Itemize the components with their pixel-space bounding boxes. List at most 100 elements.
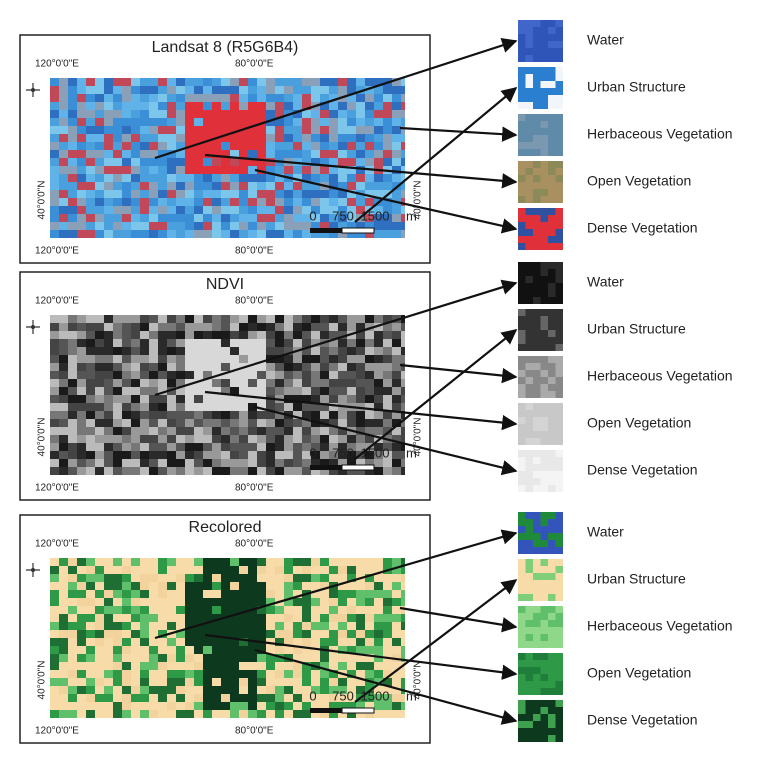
map-pixel: [149, 614, 158, 622]
map-pixel: [59, 606, 68, 614]
map-pixel: [374, 411, 383, 419]
map-pixel: [185, 694, 194, 702]
map-pixel: [329, 174, 338, 182]
map-pixel: [149, 558, 158, 566]
map-pixel: [149, 371, 158, 379]
map-pixel: [401, 614, 405, 622]
map-pixel: [68, 198, 77, 206]
thumb-pixel: [526, 580, 534, 587]
map-pixel: [86, 222, 95, 230]
map-pixel: [329, 558, 338, 566]
map-pixel: [149, 142, 158, 150]
thumb-pixel: [548, 566, 556, 573]
map-pixel: [374, 142, 383, 150]
coord-label: 120°0'0"E: [35, 246, 79, 257]
map-pixel: [176, 582, 185, 590]
thumb-pixel: [518, 519, 526, 526]
map-pixel: [104, 86, 113, 94]
map-pixel: [77, 150, 86, 158]
map-pixel: [95, 459, 104, 467]
map-pixel: [329, 622, 338, 630]
map-pixel: [149, 379, 158, 387]
map-pixel: [284, 459, 293, 467]
map-pixel: [185, 102, 194, 110]
map-pixel: [284, 622, 293, 630]
map-pixel: [59, 598, 68, 606]
map-pixel: [365, 174, 374, 182]
map-pixel: [122, 694, 131, 702]
map-pixel: [203, 443, 212, 451]
thumb-pixel: [518, 344, 526, 351]
map-pixel: [77, 467, 86, 475]
map-pixel: [212, 174, 221, 182]
map-pixel: [194, 582, 203, 590]
thumb-pixel: [556, 363, 564, 370]
map-pixel: [275, 379, 284, 387]
thumb-pixel: [548, 681, 556, 688]
thumb-pixel: [556, 189, 564, 196]
thumb-pixel: [548, 215, 556, 222]
thumb-pixel: [533, 681, 541, 688]
map-pixel: [347, 158, 356, 166]
map-pixel: [284, 94, 293, 102]
thumb-pixel: [556, 410, 564, 417]
map-pixel: [392, 174, 401, 182]
map-pixel: [221, 566, 230, 574]
map-pixel: [59, 451, 68, 459]
scale-label: 750: [332, 445, 354, 460]
legend-thumbnail: [518, 161, 563, 203]
map-pixel: [257, 694, 266, 702]
map-pixel: [293, 331, 302, 339]
map-pixel: [59, 331, 68, 339]
map-pixel: [158, 443, 167, 451]
map-pixel: [320, 142, 329, 150]
map-pixel: [356, 371, 365, 379]
map-pixel: [68, 166, 77, 174]
map-pixel: [266, 102, 275, 110]
map-pixel: [203, 126, 212, 134]
map-pixel: [140, 710, 149, 718]
map-pixel: [68, 230, 77, 238]
thumb-pixel: [548, 290, 556, 297]
map-pixel: [383, 102, 392, 110]
thumb-pixel: [533, 344, 541, 351]
map-pixel: [59, 662, 68, 670]
map-pixel: [131, 710, 140, 718]
map-pixel: [131, 78, 140, 86]
map-pixel: [131, 614, 140, 622]
map-pixel: [365, 598, 374, 606]
map-pixel: [68, 339, 77, 347]
map-pixel: [122, 403, 131, 411]
map-pixel: [77, 347, 86, 355]
thumb-pixel: [533, 27, 541, 34]
thumb-pixel: [533, 464, 541, 471]
map-pixel: [113, 190, 122, 198]
map-pixel: [59, 395, 68, 403]
map-pixel: [221, 182, 230, 190]
map-pixel: [113, 670, 122, 678]
map-pixel: [329, 363, 338, 371]
thumb-pixel: [548, 48, 556, 55]
map-pixel: [356, 614, 365, 622]
map-pixel: [131, 566, 140, 574]
map-pixel: [185, 150, 194, 158]
thumb-pixel: [548, 700, 556, 707]
thumb-pixel: [518, 297, 526, 304]
map-pixel: [338, 158, 347, 166]
map-pixel: [104, 379, 113, 387]
map-pixel: [230, 435, 239, 443]
map-pixel: [212, 363, 221, 371]
thumb-pixel: [556, 512, 564, 519]
map-pixel: [113, 78, 122, 86]
map-pixel: [158, 174, 167, 182]
map-pixel: [68, 387, 77, 395]
thumb-pixel: [533, 323, 541, 330]
map-pixel: [59, 411, 68, 419]
map-pixel: [194, 222, 203, 230]
map-pixel: [194, 702, 203, 710]
map-pixel: [203, 166, 212, 174]
map-pixel: [257, 78, 266, 86]
map-pixel: [158, 419, 167, 427]
map-pixel: [266, 622, 275, 630]
map-pixel: [95, 662, 104, 670]
